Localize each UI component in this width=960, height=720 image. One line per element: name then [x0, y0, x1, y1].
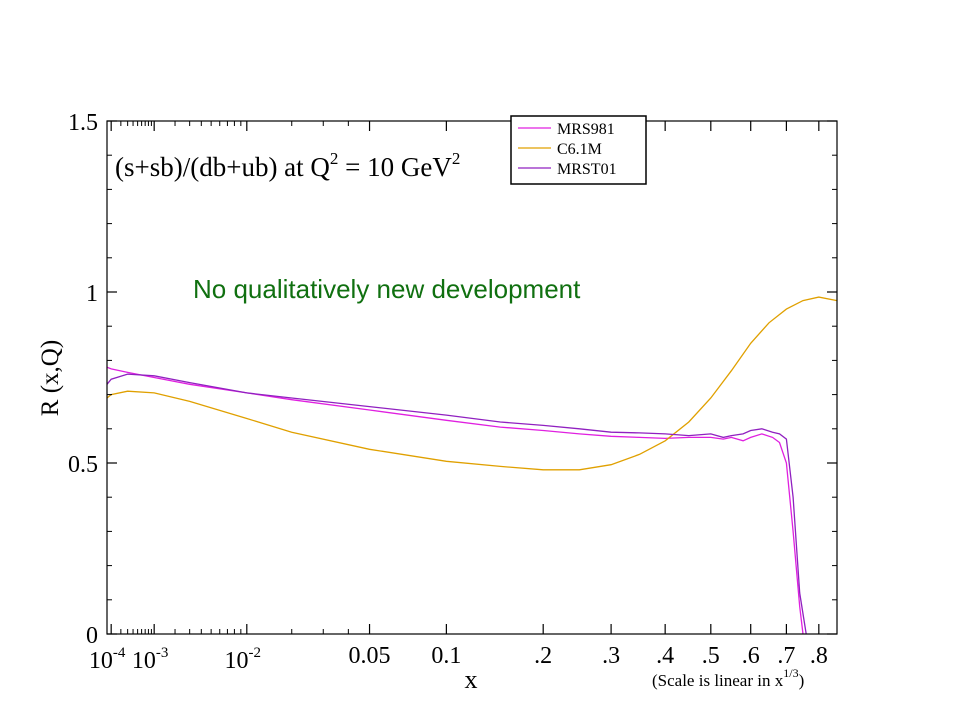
y-tick-label: 0.5 [68, 452, 98, 478]
y-tick-label: 0 [86, 623, 98, 649]
x-scale-note: (Scale is linear in x1/3) [652, 666, 804, 690]
x-tick-label: .4 [656, 643, 674, 669]
legend: MRS981 C6.1M MRST01 [510, 115, 647, 185]
x-tick-label: 0.05 [349, 643, 391, 669]
legend-label: MRS981 [557, 121, 615, 138]
legend-label: MRST01 [557, 161, 617, 178]
series-line-c6.1m [106, 296, 838, 471]
y-tick-label: 1 [86, 281, 98, 307]
series-line-mrs981 [106, 366, 804, 635]
legend-label: C6.1M [557, 141, 602, 158]
x-tick-label: .3 [602, 643, 620, 669]
chart-title: (s+sb)/(db+ub) at Q2 = 10 GeV2 [115, 149, 460, 182]
legend-items: MRS981 C6.1M MRST01 [518, 121, 617, 178]
y-tick-label: 1.5 [68, 110, 98, 136]
series-line-mrst01 [106, 373, 807, 635]
legend-box [510, 115, 647, 185]
x-tick-label: .8 [810, 643, 828, 669]
x-tick-label: .5 [702, 643, 720, 669]
y-axis-label: R (x,Q) [37, 340, 64, 416]
x-tick-label: .2 [534, 643, 552, 669]
x-tick-label: 10-2 [225, 645, 261, 674]
x-axis: 10-4 10-3 10-2 0.05 0.1 .2 .3 .4 .5 .6 .7 .8 [89, 121, 828, 674]
x-tick-label: 10-4 [89, 645, 126, 674]
annotation-text: No qualitatively new development [193, 274, 581, 304]
chart-series-curves [106, 296, 838, 635]
x-tick-label: 0.1 [431, 643, 461, 669]
y-axis: 0 0.5 1 1.5 [68, 110, 837, 649]
x-tick-label: .6 [742, 643, 760, 669]
x-axis-label: x [465, 665, 478, 694]
x-tick-label: .7 [777, 643, 795, 669]
plot-frame [106, 120, 838, 635]
x-tick-label: 10-3 [132, 645, 169, 674]
